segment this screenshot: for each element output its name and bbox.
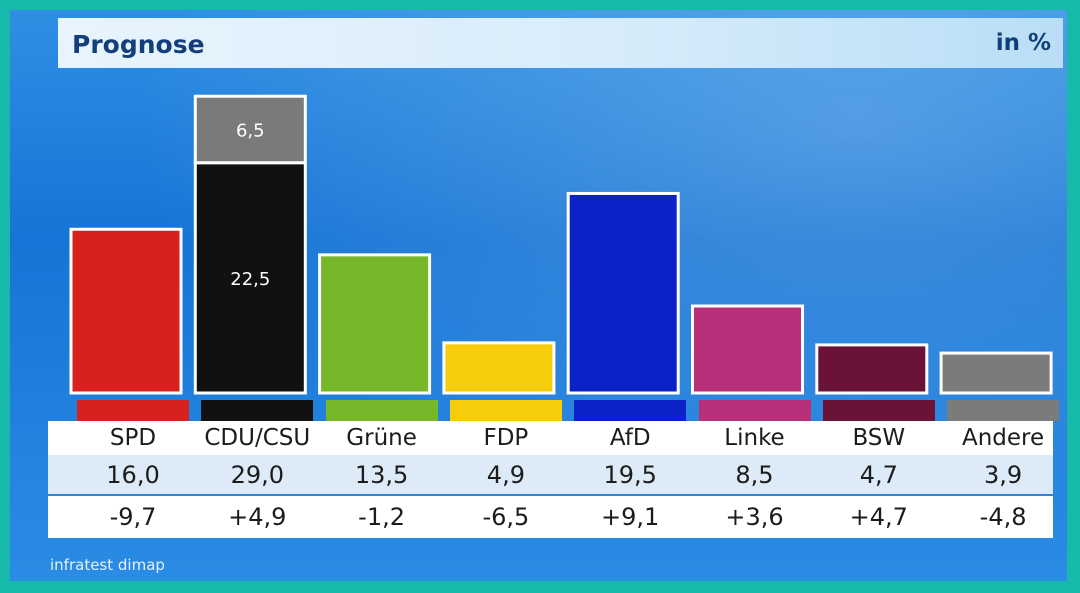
bar-fdp	[442, 341, 556, 395]
percentage-spd: 16,0	[106, 460, 160, 489]
party-name-linke: Linke	[724, 425, 785, 451]
percentage-gr-ne: 13,5	[354, 460, 409, 489]
party-name-gr-ne: Grüne	[346, 425, 417, 451]
unit-label: in %	[995, 30, 1051, 56]
bar-segment-csu	[193, 94, 307, 165]
swatch-gr-ne	[325, 400, 438, 421]
change-row: -9,7 +4,9 -1,2 -6,5 +9,1 +3,6 +4,7 -4,8	[48, 496, 1053, 538]
bar-andere	[939, 351, 1053, 395]
results-table: SPD CDU/CSU Grüne FDP AfD Linke BSW Andere 16,0…	[48, 400, 1060, 556]
swatch-andere	[947, 400, 1060, 421]
party-name-spd: SPD	[109, 425, 157, 451]
swatch-cdu-csu	[201, 400, 314, 421]
change-linke: +3,6	[725, 503, 784, 531]
change-andere: -4,8	[979, 503, 1027, 531]
percentage-afd: 19,5	[603, 460, 657, 489]
change-cdu-csu: +4,9	[228, 503, 287, 531]
percentage-bsw: 4,7	[859, 460, 898, 489]
swatch-bsw	[822, 400, 935, 421]
bar-afd	[566, 191, 680, 395]
percentage-row: 16,0 29,0 13,5 4,9 19,5 8,5 4,7 3,9	[48, 455, 1053, 494]
chart-header: Prognose in %	[58, 18, 1063, 68]
swatch-spd	[77, 400, 189, 421]
bar-bsw	[815, 343, 929, 395]
source-label: infratest dimap	[50, 556, 165, 574]
party-name-bsw: BSW	[852, 425, 906, 451]
change-afd: +9,1	[601, 503, 660, 531]
bar-spd	[69, 227, 183, 395]
swatch-linke	[698, 400, 811, 421]
percentage-fdp: 4,9	[486, 460, 525, 489]
bar-segment-label-cdu: 22,5	[230, 269, 270, 290]
party-name-row: SPD CDU/CSU Grüne FDP AfD Linke BSW Andere	[48, 421, 1053, 455]
party-name-afd: AfD	[609, 425, 651, 451]
chart-title: Prognose	[72, 30, 205, 59]
change-fdp: -6,5	[482, 503, 530, 531]
change-gr-ne: -1,2	[358, 503, 405, 531]
percentage-andere: 3,9	[984, 460, 1023, 489]
percentage-linke: 8,5	[735, 460, 774, 489]
bar-segment-label-csu: 6,5	[236, 120, 265, 141]
bar-segment-cdu	[193, 161, 307, 395]
bar-gr-ne	[318, 253, 432, 395]
party-name-fdp: FDP	[483, 425, 529, 451]
percentage-cdu-csu: 29,0	[230, 460, 285, 489]
party-name-andere: Andere	[962, 425, 1045, 451]
change-spd: -9,7	[109, 503, 157, 531]
change-bsw: +4,7	[849, 503, 908, 531]
party-name-cdu-csu: CDU/CSU	[204, 425, 311, 451]
bar-linke	[691, 304, 804, 395]
swatch-fdp	[449, 400, 562, 421]
swatch-afd	[574, 400, 687, 421]
